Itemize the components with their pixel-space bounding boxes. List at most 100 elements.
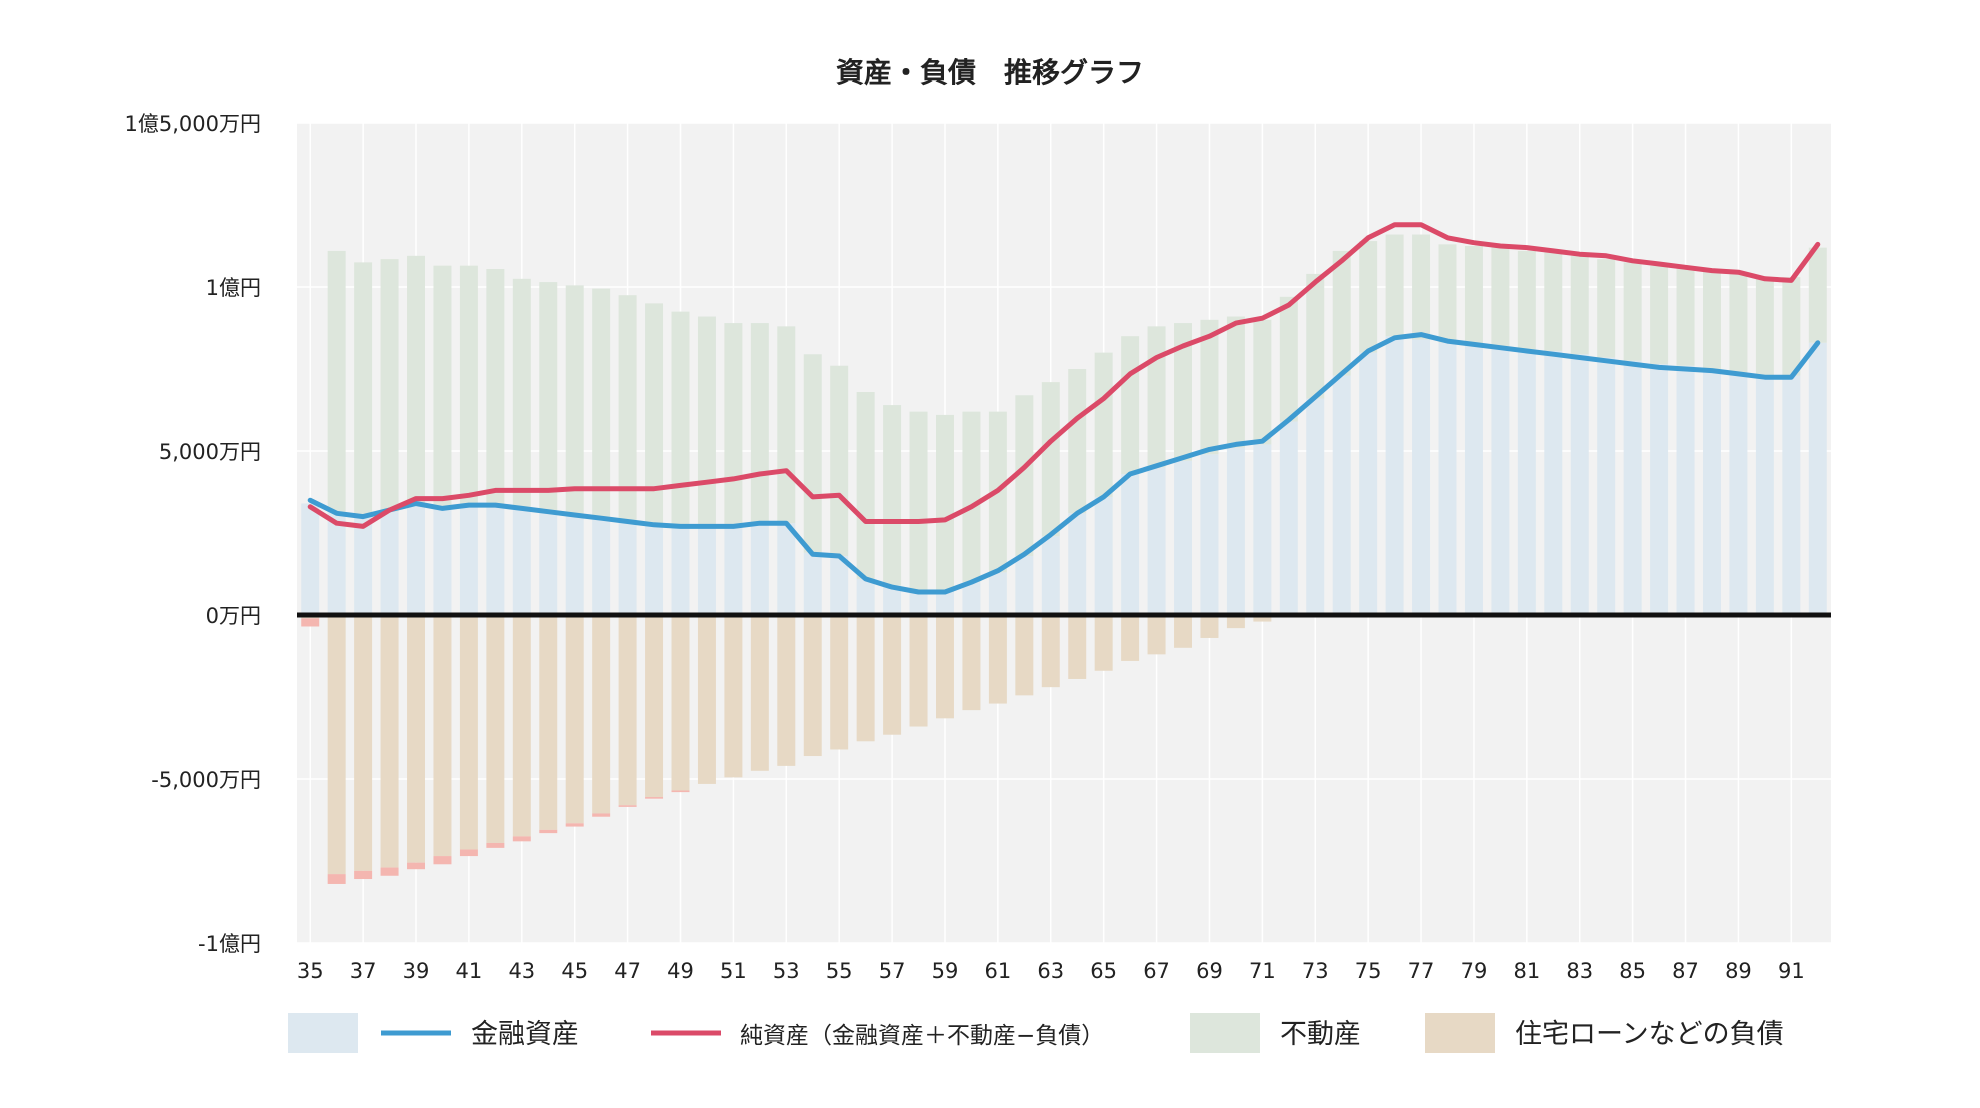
- other-liability-bar: [618, 805, 637, 807]
- financial-asset-bar: [459, 503, 478, 615]
- line-layer: [307, 222, 1821, 595]
- y-tick-label: 5,000万円: [159, 440, 261, 464]
- other-liability-bar: [486, 842, 505, 848]
- financial-asset-bar: [803, 552, 822, 615]
- loan-liability-bar: [327, 615, 346, 875]
- other-liability-bar: [301, 618, 320, 627]
- net-asset-line: [307, 222, 1821, 529]
- financial-asset-bar: [565, 513, 584, 615]
- x-tick-label: 47: [614, 959, 641, 983]
- loan-liability-bar: [935, 615, 954, 719]
- loan-liability-bar: [883, 615, 902, 735]
- x-tick-label: 79: [1461, 959, 1488, 983]
- x-tick-label: 63: [1037, 959, 1064, 983]
- loan-liability-bar: [592, 615, 611, 814]
- x-tick-label: 77: [1408, 959, 1435, 983]
- other-liability-bar: [407, 862, 426, 870]
- real-estate-bar: [1597, 259, 1616, 358]
- financial-asset-bar: [1147, 467, 1166, 615]
- real-estate-bar: [750, 323, 769, 524]
- financial-asset-bar: [433, 506, 452, 615]
- real-estate-bar: [1094, 352, 1113, 497]
- y-tick-label: -5,000万円: [151, 768, 261, 792]
- loan-liability-bar: [1226, 615, 1245, 629]
- real-estate-bar: [1306, 273, 1325, 399]
- financial-asset-bar: [671, 526, 690, 615]
- real-estate-bar: [777, 326, 796, 524]
- x-tick-label: 89: [1725, 959, 1752, 983]
- real-estate-bar: [1755, 277, 1774, 376]
- real-estate-bar: [645, 303, 664, 524]
- y-tick-label: 1億円: [206, 276, 261, 300]
- loan-liability-bar: [830, 615, 849, 750]
- real-estate-bar: [1200, 319, 1219, 455]
- real-estate-bar: [1412, 234, 1431, 340]
- y-tick-label: 1億5,000万円: [125, 112, 261, 136]
- financial-asset-bar: [830, 555, 849, 615]
- financial-asset-bar: [645, 523, 664, 615]
- loan-liability-bar: [1121, 615, 1140, 661]
- x-tick-label: 69: [1196, 959, 1223, 983]
- real-estate-bar: [1121, 336, 1140, 474]
- other-liability-bar: [354, 870, 373, 880]
- loan-liability-bar: [539, 615, 558, 830]
- real-estate-bar: [1808, 247, 1827, 343]
- x-tick-label: 51: [720, 959, 747, 983]
- x-tick-label: 85: [1619, 959, 1646, 983]
- financial-asset-bar: [1200, 454, 1219, 615]
- financial-asset-bar: [1676, 365, 1695, 615]
- real-estate-bar: [962, 411, 981, 583]
- real-estate-bar: [407, 255, 426, 504]
- real-estate-bar: [1650, 265, 1669, 365]
- x-tick-label: 67: [1143, 959, 1170, 983]
- loan-liability-bar: [1174, 615, 1193, 648]
- legend-loan-label: 住宅ローンなどの負債: [1515, 1019, 1784, 1050]
- loan-liability-bar: [724, 615, 743, 778]
- real-estate-bar: [565, 285, 584, 514]
- loan-liability-bar: [777, 615, 796, 766]
- financial-asset-bar: [1755, 375, 1774, 615]
- financial-asset-bar: [539, 510, 558, 615]
- financial-asset-bar: [883, 585, 902, 615]
- loan-liability-bar: [1094, 615, 1113, 671]
- other-liability-bar: [671, 790, 690, 793]
- real-estate-bar: [1544, 252, 1563, 351]
- x-tick-label: 43: [508, 959, 535, 983]
- real-estate-bar: [1491, 247, 1510, 347]
- x-tick-label: 83: [1566, 959, 1593, 983]
- x-tick-label: 91: [1778, 959, 1805, 983]
- other-liability-bar: [433, 856, 452, 865]
- x-tick-label: 55: [826, 959, 853, 983]
- financial-asset-bar: [1570, 354, 1589, 615]
- real-estate-bar: [1068, 369, 1087, 514]
- real-estate-bar: [1041, 382, 1060, 537]
- legend-loan-swatch: [1425, 1013, 1495, 1053]
- financial-asset-bar: [1068, 513, 1087, 615]
- loan-liability-bar: [1068, 615, 1087, 679]
- legend-real-estate-label: 不動産: [1280, 1019, 1361, 1050]
- legend: 金融資産 純資産（金融資産＋不動産−負債） 不動産 住宅ローンなどの負債: [288, 1013, 1784, 1053]
- loan-liability-bar: [354, 615, 373, 871]
- loan-liability-bar: [618, 615, 637, 806]
- financial-asset-bar: [1544, 350, 1563, 615]
- real-estate-bar: [909, 411, 928, 593]
- financial-asset-bar: [1438, 342, 1457, 615]
- financial-asset-bar: [1650, 364, 1669, 615]
- other-liability-bar: [459, 849, 478, 857]
- financial-asset-bar: [301, 503, 320, 615]
- x-tick-label: 39: [403, 959, 430, 983]
- loan-liability-bar: [1147, 615, 1166, 655]
- real-estate-bar: [354, 262, 373, 517]
- loan-liability-bar: [407, 615, 426, 863]
- financial-asset-bar: [354, 516, 373, 615]
- real-estate-bar: [1147, 326, 1166, 468]
- x-tick-label: 37: [350, 959, 377, 983]
- other-liability-bar: [592, 813, 611, 817]
- financial-asset-bar: [697, 526, 716, 615]
- loan-liability-bar: [1200, 615, 1219, 638]
- financial-asset-bar: [380, 511, 399, 615]
- loan-liability-bar: [988, 615, 1007, 704]
- real-estate-bar: [1676, 267, 1695, 366]
- real-estate-bar: [1517, 250, 1536, 350]
